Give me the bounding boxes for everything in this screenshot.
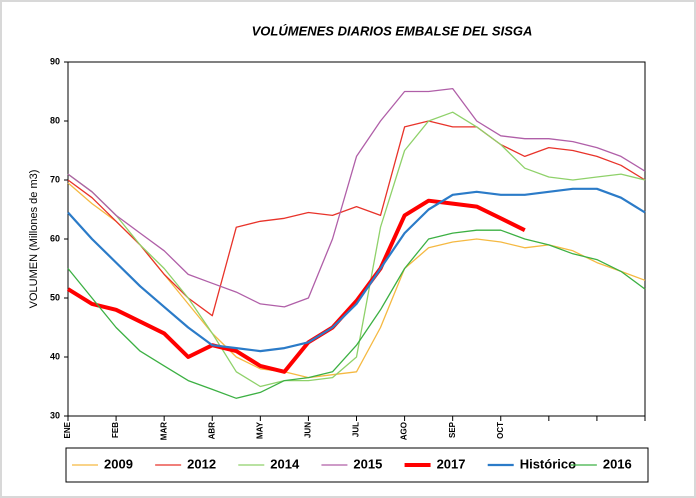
x-tick-label: MAY [255, 421, 264, 439]
legend-label: 2009 [104, 456, 133, 471]
series-line [67, 111, 646, 388]
y-tick-label: 60 [50, 233, 60, 243]
y-tick-label: 50 [50, 292, 60, 302]
chart-title: VOLÚMENES DIARIOS EMBALSE DEL SISGA [252, 23, 533, 38]
legend-label: 2014 [270, 456, 300, 471]
series-line [67, 87, 646, 308]
legend-label: 2012 [187, 456, 216, 471]
y-tick-label: 30 [50, 410, 60, 420]
x-tick-label: JUL [352, 422, 361, 437]
y-tick-label: 70 [50, 174, 60, 184]
series-line [67, 187, 646, 353]
x-tick-label: ABR [207, 422, 216, 440]
x-tick-label: OCT [496, 422, 505, 439]
y-tick-label: 90 [50, 56, 60, 66]
x-tick-label: JUN [304, 422, 313, 438]
series-line [67, 229, 646, 399]
x-tick-label: ENE [63, 421, 72, 438]
y-tick-label: 80 [50, 115, 60, 125]
x-tick-label: MAR [159, 422, 168, 440]
y-axis-label: VOLUMEN (Millones de m3) [28, 170, 40, 309]
x-tick-label: SEP [448, 421, 457, 438]
x-tick-label: AGO [400, 422, 409, 440]
series-line [67, 120, 646, 317]
series-line [66, 198, 526, 374]
legend-label: 2017 [437, 456, 466, 471]
x-tick-label: FEB [111, 422, 120, 438]
legend-label: 2016 [603, 456, 632, 471]
y-tick-label: 40 [50, 351, 60, 361]
legend-label: Histórico [520, 456, 576, 471]
legend-label: 2015 [353, 456, 382, 471]
